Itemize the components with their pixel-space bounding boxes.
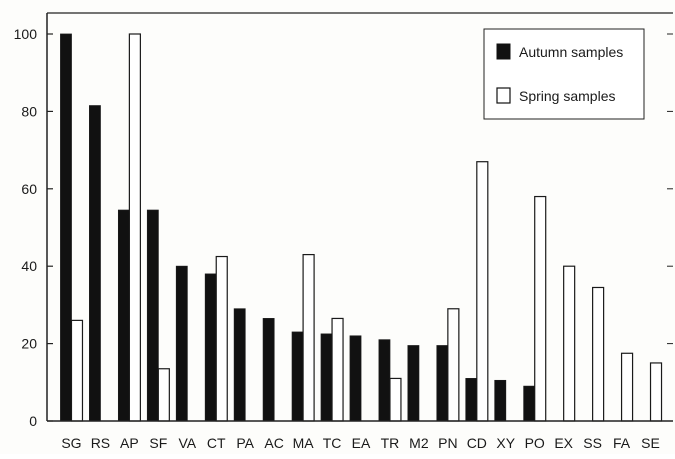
x-tick-label-tc: TC (323, 435, 342, 451)
x-tick-label-po: PO (525, 435, 545, 451)
bar-spring-ss (592, 286, 605, 422)
bar-autumn-m2 (407, 345, 420, 422)
y-tick-label-20: 20 (21, 336, 37, 352)
x-tick-label-pa: PA (236, 435, 254, 451)
bar-spring-cd (476, 161, 489, 422)
bar-autumn-xy (494, 379, 507, 422)
x-tick-label-ex: EX (554, 435, 573, 451)
y-tick-label-0: 0 (29, 413, 37, 429)
bar-spring-sg (70, 319, 84, 422)
bar-spring-ct (215, 255, 228, 422)
x-tick-label-va: VA (178, 435, 196, 451)
x-tick-label-sg: SG (61, 435, 81, 451)
bar-autumn-ac (262, 318, 275, 422)
bar-spring-tc (331, 317, 344, 422)
bar-spring-ex (563, 265, 576, 422)
x-tick-label-pn: PN (438, 435, 457, 451)
bar-autumn-rs (89, 105, 101, 422)
bar-autumn-va (175, 265, 188, 422)
bar-autumn-po (523, 385, 536, 422)
bar-autumn-tr (378, 339, 391, 422)
x-tick-label-fa: FA (613, 435, 631, 451)
x-tick-label-ma: MA (293, 435, 315, 451)
legend-box (483, 28, 645, 120)
x-tick-label-m2: M2 (409, 435, 429, 451)
bar-autumn-pa (233, 308, 246, 422)
x-tick-label-cd: CD (467, 435, 487, 451)
x-tick-label-ct: CT (207, 435, 226, 451)
y-tick-label-80: 80 (21, 103, 37, 119)
x-tick-label-ap: AP (120, 435, 139, 451)
legend-swatch-autumn (496, 43, 511, 60)
x-tick-label-sf: SF (149, 435, 167, 451)
bar-autumn-ap (117, 209, 130, 422)
bar-spring-pn (447, 308, 460, 422)
x-tick-label-xy: XY (496, 435, 515, 451)
bars (60, 33, 663, 422)
x-tick-label-ea: EA (352, 435, 371, 451)
bar-autumn-ma (291, 331, 304, 422)
y-tick-label-100: 100 (14, 26, 38, 42)
bar-autumn-ct (204, 273, 217, 422)
bar-spring-tr (389, 377, 402, 422)
bar-autumn-cd (465, 378, 478, 422)
bar-autumn-tc (320, 333, 333, 422)
legend-swatch-spring (496, 87, 511, 104)
legend-label-spring: Spring samples (519, 88, 616, 104)
bar-spring-fa (620, 352, 634, 422)
bar-spring-se (649, 362, 663, 422)
y-tick-label-60: 60 (21, 181, 37, 197)
y-tick-label-40: 40 (21, 258, 37, 274)
x-tick-label-tr: TR (381, 435, 400, 451)
bar-spring-ap (128, 33, 141, 422)
bar-autumn-ea (349, 335, 362, 422)
bar-autumn-sf (146, 209, 159, 422)
y-ticks: 0 20 40 60 80 100 (14, 26, 673, 429)
axes (46, 12, 673, 422)
bar-autumn-pn (436, 345, 449, 422)
legend: Autumn samples Spring samples (483, 28, 645, 120)
legend-label-autumn: Autumn samples (519, 44, 623, 60)
bar-spring-sf (157, 368, 170, 422)
x-tick-label-ss: SS (583, 435, 602, 451)
bar-spring-ma (302, 253, 315, 422)
x-tick-label-se: SE (641, 435, 660, 451)
x-tick-label-ac: AC (264, 435, 283, 451)
x-tick-labels: SG RS AP SF VA CT PA AC MA TC EA TR M2 PN CD XY PO EX SS FA… (61, 435, 660, 451)
x-tick-label-rs: RS (91, 435, 110, 451)
bar-spring-po (534, 195, 547, 422)
bar-autumn-sg (60, 33, 72, 422)
